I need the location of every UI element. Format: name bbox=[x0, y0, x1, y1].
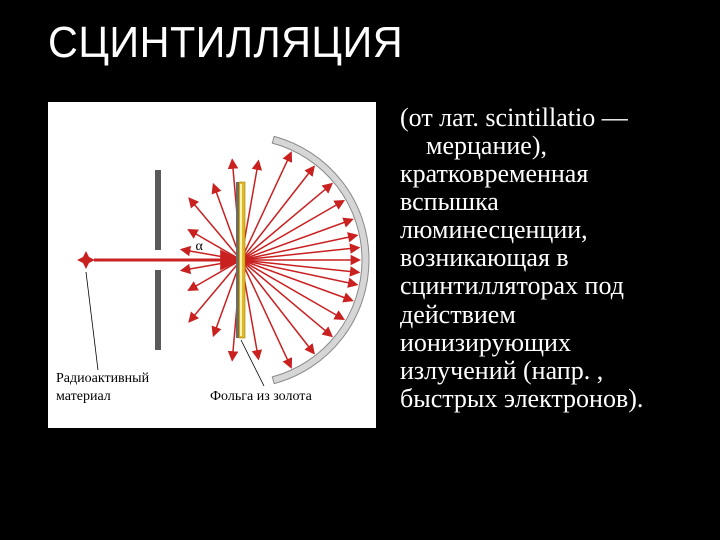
alpha-label: α bbox=[196, 239, 204, 254]
scattered-ray bbox=[190, 260, 241, 321]
leader-material bbox=[86, 272, 98, 370]
label-foil: Фольга из золота bbox=[210, 389, 313, 404]
scattered-ray bbox=[241, 184, 331, 260]
diagram-root: α Радиоактивный материал Фольга из золота bbox=[56, 136, 369, 404]
body-first-line: (от лат. scintillatio — bbox=[400, 103, 628, 132]
foil-highlight bbox=[240, 184, 242, 336]
collimator-bottom bbox=[155, 270, 161, 350]
leader-foil bbox=[241, 340, 264, 386]
body-rest: мерцание), кратковременная вспышка люмин… bbox=[400, 132, 686, 413]
diagram-svg: α Радиоактивный материал Фольга из золота bbox=[48, 102, 376, 428]
scattered-ray bbox=[241, 260, 331, 336]
content-row: α Радиоактивный материал Фольга из золота (… bbox=[48, 102, 692, 428]
slide: СЦИНТИЛЛЯЦИЯ α Радиоактивный материал Фольг… bbox=[0, 0, 720, 540]
label-material-l1: Радиоактивный bbox=[56, 371, 150, 386]
label-material-l2: материал bbox=[56, 389, 111, 404]
definition-text: (от лат. scintillatio — мерцание), кратк… bbox=[400, 102, 692, 413]
source-icon bbox=[77, 251, 95, 269]
collimator-top bbox=[155, 170, 161, 250]
scintillation-diagram: α Радиоактивный материал Фольга из золота bbox=[48, 102, 376, 428]
slide-title: СЦИНТИЛЛЯЦИЯ bbox=[48, 18, 653, 68]
